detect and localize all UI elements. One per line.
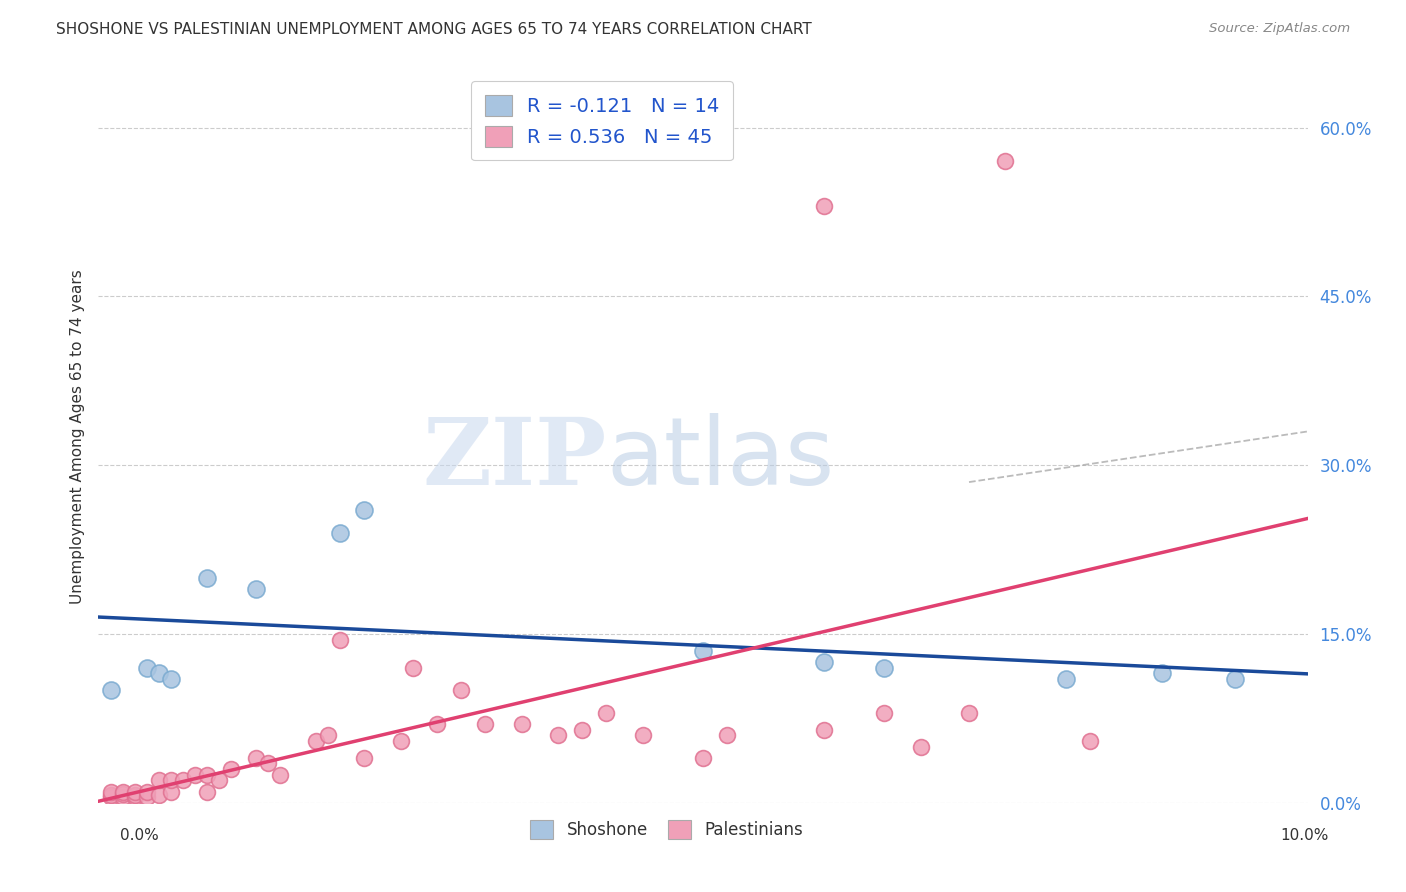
Point [450,683,472,698]
Point [813,655,835,669]
Point [1223,672,1246,686]
Point [1152,666,1174,681]
Point [124,790,146,805]
Point [111,787,134,801]
Point [195,784,218,798]
Point [100,784,122,798]
Point [402,661,425,675]
Point [631,728,654,742]
Point [1054,672,1077,686]
Point [100,683,122,698]
Text: atlas: atlas [606,413,835,505]
Point [160,672,183,686]
Point [389,734,412,748]
Text: SHOSHONE VS PALESTINIAN UNEMPLOYMENT AMONG AGES 65 TO 74 YEARS CORRELATION CHART: SHOSHONE VS PALESTINIAN UNEMPLOYMENT AMO… [56,22,813,37]
Point [135,784,157,798]
Point [135,790,157,805]
Point [426,717,449,731]
Point [221,762,243,776]
Point [124,788,146,802]
Point [245,751,267,765]
Point [148,773,170,788]
Point [245,582,267,596]
Text: Source: ZipAtlas.com: Source: ZipAtlas.com [1209,22,1350,36]
Point [111,784,134,798]
Point [873,706,896,720]
Point [1078,734,1101,748]
Point [305,734,328,748]
Point [813,723,835,737]
Point [160,784,183,798]
Point [957,706,980,720]
Point [148,666,170,681]
Point [547,728,569,742]
Point [716,728,738,742]
Y-axis label: Unemployment Among Ages 65 to 74 years: Unemployment Among Ages 65 to 74 years [69,269,84,605]
Point [329,632,352,647]
Point [160,773,183,788]
Text: 10.0%: 10.0% [1281,828,1329,843]
Point [184,767,207,781]
Point [474,717,496,731]
Point [269,767,291,781]
Point [510,717,533,731]
Point [353,503,375,517]
Point [111,790,134,805]
Point [329,525,352,540]
Point [873,661,896,675]
Point [208,773,231,788]
Point [353,751,375,765]
Point [172,773,194,788]
Point [910,739,932,754]
Point [994,154,1017,169]
Point [692,644,714,658]
Point [195,767,218,781]
Point [124,784,146,798]
Point [100,788,122,802]
Text: ZIP: ZIP [422,414,606,504]
Text: 0.0%: 0.0% [120,828,159,843]
Point [148,788,170,802]
Point [692,751,714,765]
Point [571,723,593,737]
Point [195,571,218,585]
Point [316,728,339,742]
Point [135,661,157,675]
Legend: Shoshone, Palestinians: Shoshone, Palestinians [523,814,810,846]
Point [256,756,278,771]
Point [813,199,835,213]
Point [595,706,617,720]
Point [100,790,122,805]
